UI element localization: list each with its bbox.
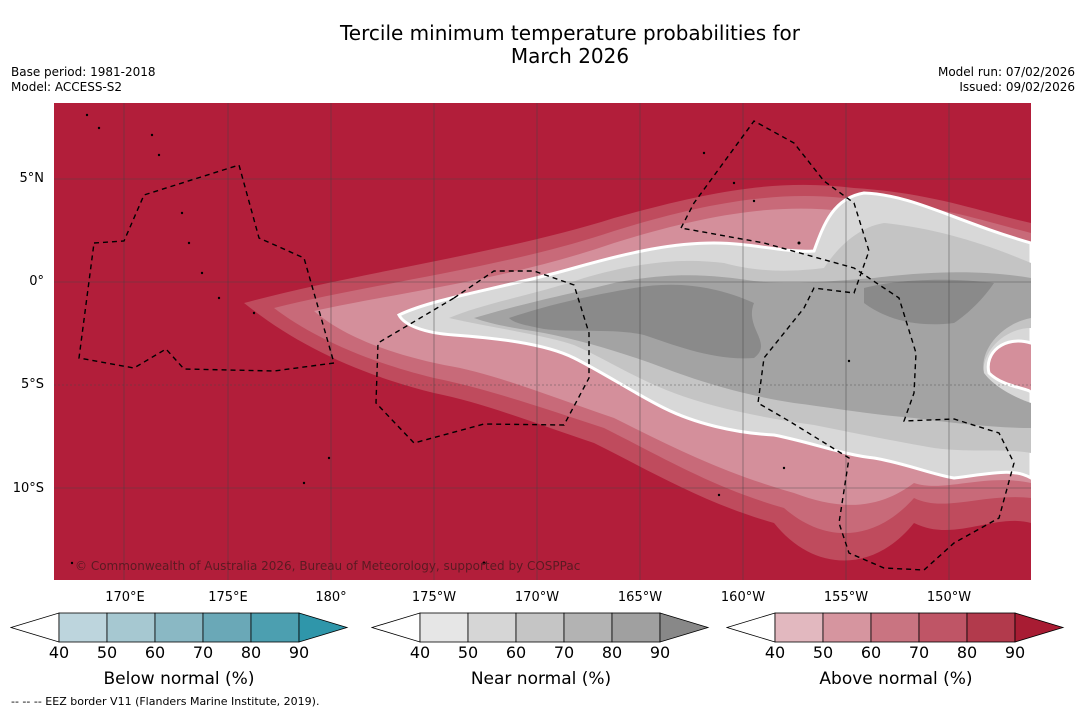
colorbar-segment: [918, 612, 968, 643]
colorbar-near-normal: [371, 612, 711, 644]
tick: 60: [860, 643, 882, 662]
probability-map: [54, 103, 1031, 580]
lon-label-180: 180°: [315, 590, 347, 605]
lon-label-150w: 150°W: [926, 590, 972, 605]
colorbar-extend-low: [10, 612, 60, 643]
near-normal-70-region-2: [864, 279, 994, 325]
near-normal-70-region: [509, 284, 762, 359]
lon-label-175e: 175°E: [208, 590, 248, 605]
tick: 90: [1004, 643, 1026, 662]
colorbar-segment: [774, 612, 824, 643]
colorbar-segment: [467, 612, 517, 643]
colorbar-segment: [202, 612, 252, 643]
colorbar-segment: [154, 612, 204, 643]
tick: 50: [96, 643, 118, 662]
tick: 60: [505, 643, 527, 662]
colorbar-segment: [611, 612, 661, 643]
graticule: [54, 103, 1031, 580]
tick: 90: [288, 643, 310, 662]
eez-tokelau: [375, 270, 590, 444]
colorbar-title-near: Near normal (%): [470, 669, 612, 689]
map-canvas: [54, 103, 1031, 580]
colorbar-segment: [106, 612, 156, 643]
lon-label-170w: 170°W: [514, 590, 560, 605]
tick: 90: [649, 643, 671, 662]
lon-label-170e: 170°E: [105, 590, 145, 605]
tick: 40: [764, 643, 786, 662]
colorbar-segment: [419, 612, 469, 643]
colorbar-above-normal-svg: [726, 612, 1065, 643]
lon-label-175w: 175°W: [411, 590, 457, 605]
lon-label-155w: 155°W: [823, 590, 869, 605]
colorbar-segment: [515, 612, 565, 643]
model-run: Model run: 07/02/2026: [937, 65, 1075, 79]
tick: 80: [240, 643, 262, 662]
tick: 70: [192, 643, 214, 662]
colorbar-above-normal: [726, 612, 1066, 644]
model-name: Model: ACCESS-S2: [11, 80, 123, 94]
colorbar-segment: [58, 612, 108, 643]
tick: 60: [144, 643, 166, 662]
meta-left: Base period: 1981-2018 Model: ACCESS-S2: [11, 65, 156, 95]
base-period: Base period: 1981-2018: [11, 65, 156, 79]
lat-label-5s: 5°S: [20, 377, 44, 392]
colorbar-extend-low: [726, 612, 776, 643]
issued-date: Issued: 09/02/2026: [959, 80, 1075, 94]
eez-borders: [78, 120, 1015, 571]
lat-label-0: 0°: [29, 274, 44, 289]
title-line-1: Tercile minimum temperature probabilitie…: [339, 21, 801, 45]
eez-footnote: -- -- -- EEZ border V11 (Flanders Marine…: [11, 695, 320, 708]
lat-label-10s: 10°S: [12, 481, 44, 496]
tick: 80: [956, 643, 978, 662]
map-title: Tercile minimum temperature probabilitie…: [0, 22, 1085, 68]
tick: 70: [553, 643, 575, 662]
meta-right: Model run: 07/02/2026 Issued: 09/02/2026: [938, 65, 1075, 95]
tick: 70: [908, 643, 930, 662]
lat-label-5n: 5°N: [19, 171, 45, 186]
colorbar-segment: [250, 612, 300, 643]
colorbar-below-normal-svg: [10, 612, 349, 643]
colorbar-below-normal: [10, 612, 350, 644]
islands: [70, 113, 851, 565]
eez-kiribati: [679, 120, 1015, 571]
colorbar-extend-high: [298, 612, 349, 643]
colorbar-extend-high: [659, 612, 710, 643]
tick: 40: [409, 643, 431, 662]
tick: 80: [601, 643, 623, 662]
tick: 40: [48, 643, 70, 662]
colorbar-near-normal-svg: [371, 612, 710, 643]
colorbar-title-below: Below normal (%): [103, 669, 255, 689]
colorbar-segment: [822, 612, 872, 643]
colorbar-segment: [966, 612, 1016, 643]
colorbar-extend-high: [1014, 612, 1065, 643]
colorbar-extend-low: [371, 612, 421, 643]
colorbar-segment: [563, 612, 613, 643]
colorbar-title-above: Above normal (%): [819, 669, 973, 689]
lon-label-160w: 160°W: [720, 590, 766, 605]
lon-label-165w: 165°W: [617, 590, 663, 605]
title-line-2: March 2026: [510, 44, 630, 68]
colorbar-segment: [870, 612, 920, 643]
copyright-notice: © Commonwealth of Australia 2026, Bureau…: [75, 559, 581, 573]
tick: 50: [812, 643, 834, 662]
tick: 50: [457, 643, 479, 662]
